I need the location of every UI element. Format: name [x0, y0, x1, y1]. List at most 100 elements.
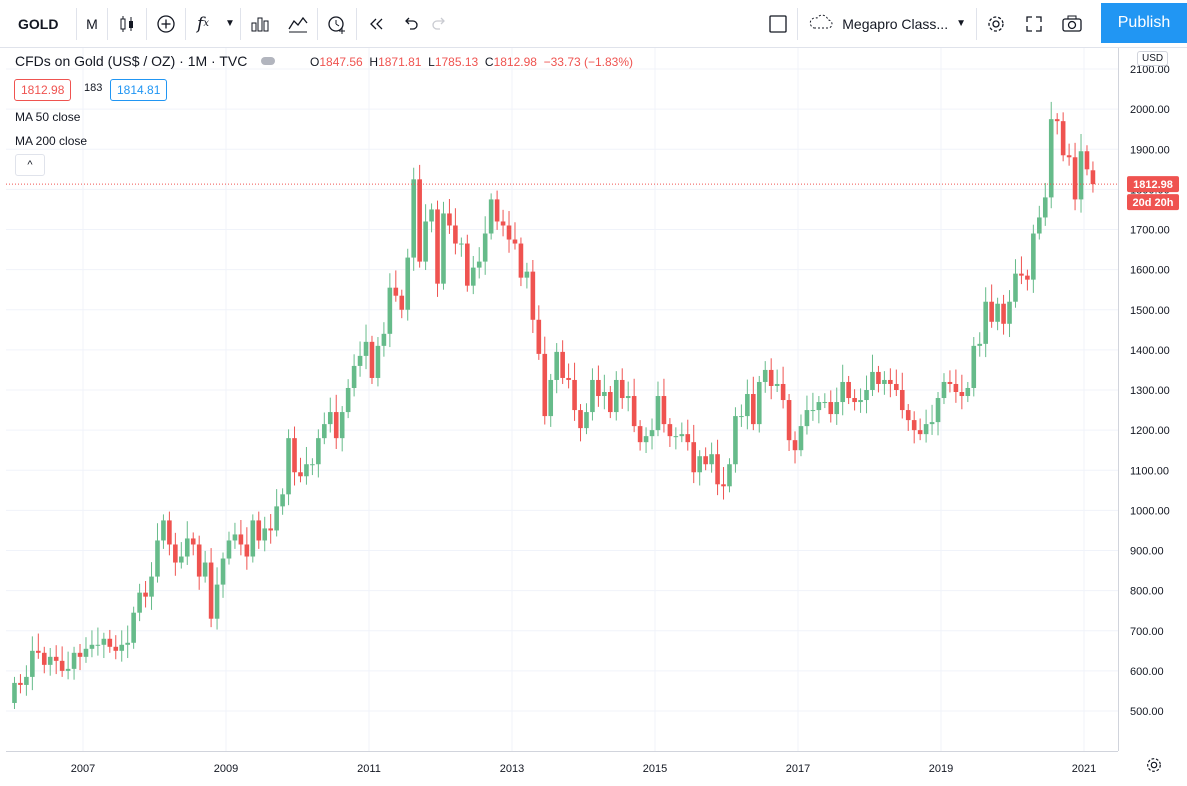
candle-body — [233, 534, 238, 540]
candle-body — [245, 544, 250, 556]
low-value: 1785.13 — [435, 55, 478, 69]
candle-body — [668, 424, 673, 436]
candle-body — [596, 380, 601, 396]
candle-body — [334, 412, 339, 438]
candle-body — [793, 440, 798, 450]
candle-body — [966, 388, 971, 396]
candle-body — [936, 398, 941, 422]
candle-body — [429, 209, 434, 221]
price-scale[interactable] — [1118, 48, 1187, 751]
candle-body — [858, 400, 863, 402]
candle-body — [590, 380, 595, 412]
open-value: 1847.56 — [319, 55, 362, 69]
candle-body — [113, 647, 118, 651]
candle-body — [548, 380, 553, 416]
candle-body — [1019, 274, 1024, 276]
candle-body — [537, 320, 542, 354]
candle-body — [1055, 119, 1060, 121]
time-scale[interactable] — [6, 751, 1118, 786]
candle-body — [221, 559, 226, 585]
candle-body — [328, 412, 333, 424]
candle-body — [465, 244, 470, 286]
candle-body — [161, 520, 166, 540]
sell-price[interactable]: 1812.98 — [14, 79, 71, 101]
candle-body — [268, 528, 273, 530]
candle-body — [405, 258, 410, 310]
candle-body — [560, 352, 565, 378]
candle-body — [578, 410, 583, 428]
ohlc-values: O1847.56 H1871.81 L1785.13 C1812.98 −33.… — [310, 55, 633, 69]
candle-body — [584, 412, 589, 428]
candle-body — [1007, 302, 1012, 324]
candle-body — [209, 563, 214, 619]
candle-body — [137, 593, 142, 613]
candle-body — [215, 585, 220, 619]
candle-body — [924, 424, 929, 434]
ma50-label[interactable]: MA 50 close — [15, 110, 80, 124]
candle-body — [882, 380, 887, 384]
candle-body — [864, 390, 869, 400]
candle-body — [316, 438, 321, 464]
candle-body — [799, 426, 804, 450]
candle-body — [24, 677, 29, 685]
candle-body — [566, 378, 571, 380]
candle-body — [12, 683, 17, 703]
candle-body — [1073, 157, 1078, 199]
candle-body — [340, 412, 345, 438]
candle-body — [72, 653, 77, 669]
eye-icon[interactable] — [261, 57, 275, 65]
candle-body — [119, 645, 124, 651]
candle-body — [459, 244, 464, 245]
candle-body — [471, 268, 476, 286]
candle-body — [143, 593, 148, 597]
candle-body — [680, 434, 685, 436]
candle-body — [48, 657, 53, 665]
close-key: C — [485, 55, 494, 69]
candle-body — [739, 416, 744, 417]
candle-body — [376, 346, 381, 378]
candle-body — [447, 213, 452, 225]
candle-body — [507, 225, 512, 239]
candle-body — [644, 436, 649, 442]
candle-body — [42, 653, 47, 665]
ma200-label[interactable]: MA 200 close — [15, 134, 87, 148]
candle-body — [256, 520, 261, 540]
candle-body — [1061, 121, 1066, 155]
candle-body — [262, 528, 267, 540]
candles — [12, 102, 1095, 709]
candle-body — [399, 296, 404, 310]
grid — [6, 48, 1118, 751]
candle-body — [60, 661, 65, 671]
candle-body — [1031, 234, 1036, 280]
candle-body — [423, 221, 428, 261]
change-value: −33.73 (−1.83%) — [544, 55, 633, 69]
candle-body — [733, 416, 738, 464]
candle-body — [18, 683, 23, 685]
candle-body — [364, 342, 369, 356]
candle-body — [662, 396, 667, 424]
candle-body — [983, 302, 988, 344]
candle-body — [495, 199, 500, 221]
candle-body — [519, 244, 524, 278]
buy-price[interactable]: 1814.81 — [110, 79, 167, 101]
collapse-legend-button[interactable]: ^ — [15, 154, 45, 176]
candle-body — [1013, 274, 1018, 302]
candle-body — [435, 209, 440, 283]
candle-body — [1001, 304, 1006, 324]
currency-label[interactable]: USD — [1137, 51, 1168, 66]
candle-body — [697, 456, 702, 472]
spread-value: 183 — [84, 82, 102, 94]
candle-body — [614, 380, 619, 412]
candle-body — [650, 430, 655, 436]
candle-body — [870, 372, 875, 390]
candle-body — [1037, 217, 1042, 233]
close-value: 1812.98 — [494, 55, 537, 69]
candle-body — [989, 302, 994, 322]
candle-body — [948, 382, 953, 384]
gear-icon[interactable] — [1145, 756, 1163, 779]
candle-body — [888, 380, 893, 384]
chart-title: CFDs on Gold (US$ / OZ) · 1M · TVC — [15, 53, 247, 69]
candle-body — [66, 669, 71, 671]
candle-body — [185, 538, 190, 556]
